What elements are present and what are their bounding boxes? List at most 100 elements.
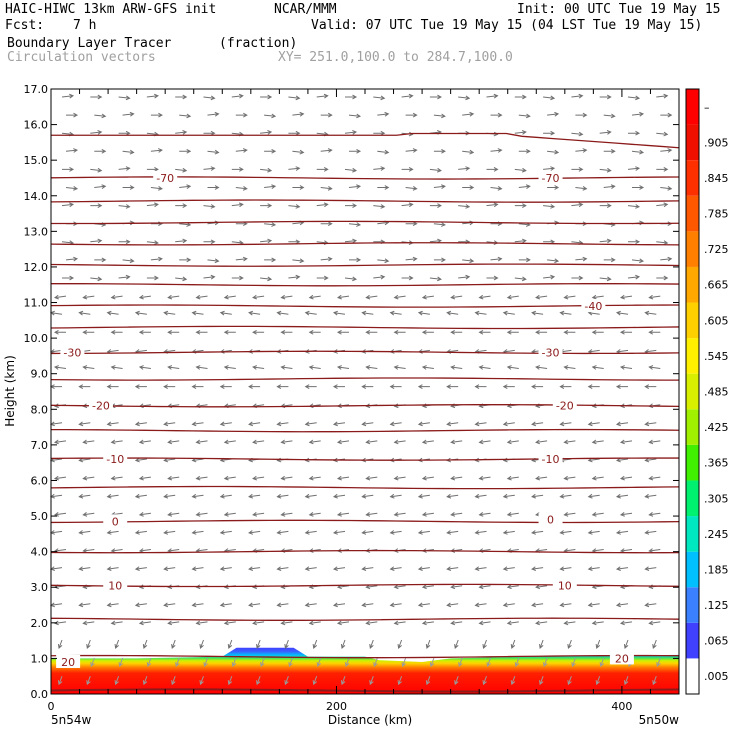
vector-arrow [276, 493, 289, 499]
vector-arrow [348, 222, 362, 227]
contour-line [50, 350, 680, 355]
vector-arrow [345, 94, 358, 100]
vector-arrow [256, 639, 261, 649]
vector-arrow [49, 310, 63, 316]
vector-arrow [179, 184, 192, 189]
colorbar-swatch [686, 266, 699, 303]
vector-arrow [361, 530, 374, 535]
vector-arrow [587, 421, 600, 427]
vector-arrow [474, 384, 487, 389]
vector-arrow [518, 113, 531, 119]
vector-arrow [429, 94, 442, 100]
vector-arrow [421, 512, 434, 517]
vector-arrow [106, 493, 119, 499]
vector-arrow [510, 676, 516, 686]
vector-arrow [559, 530, 572, 535]
vector-arrow [292, 185, 305, 190]
vector-arrow [252, 365, 265, 370]
vector-arrow [644, 310, 657, 316]
vector-arrow [458, 166, 471, 171]
vector-arrow [203, 166, 216, 171]
vector-arrow [559, 384, 572, 389]
vector-arrow [288, 239, 301, 245]
vector-arrow [49, 602, 63, 608]
vector-arrow [377, 111, 390, 117]
vector-arrow [531, 530, 544, 535]
vector-arrow [179, 113, 192, 119]
contour-label: -70 [542, 172, 560, 185]
vector-arrow [260, 203, 273, 208]
vector-arrow [90, 238, 103, 244]
vector-arrow [587, 566, 600, 571]
vector-arrow [106, 530, 119, 535]
vector-arrow [146, 275, 159, 281]
contour-line [50, 617, 680, 621]
y-tick-label: 11.0 [24, 297, 49, 310]
vector-arrow [195, 439, 208, 445]
vector-arrow [223, 620, 236, 626]
vector-arrow [260, 238, 273, 244]
vector-arrow [628, 239, 641, 245]
vector-arrow [62, 275, 75, 281]
vector-arrow [163, 384, 176, 389]
vector-arrow [361, 310, 374, 316]
vector-arrow [252, 294, 265, 300]
vector-arrow [219, 530, 232, 535]
vector-arrow [644, 493, 657, 499]
vector-arrow [486, 167, 499, 172]
vector-arrow [264, 184, 277, 189]
vector-arrow [316, 167, 329, 172]
y-tick-label: 5.0 [31, 510, 49, 523]
contour-line [50, 176, 680, 180]
vector-arrow [207, 111, 220, 117]
vector-arrow [78, 457, 91, 463]
vector-arrow [53, 294, 67, 300]
vector-arrow [547, 111, 560, 117]
vector-arrow [535, 620, 548, 626]
vector-arrow [231, 167, 244, 172]
vector-arrow [373, 130, 386, 136]
vector-arrow [332, 566, 346, 571]
vector-arrow [369, 676, 374, 686]
vector-arrow [138, 512, 151, 517]
vector-arrow [514, 238, 527, 244]
vector-arrow [531, 493, 544, 499]
vector-arrow [421, 294, 434, 300]
vector-arrow [82, 512, 95, 517]
vector-arrow [591, 475, 604, 481]
vector-arrow [207, 258, 220, 264]
org-label: NCAR/MMM [274, 2, 337, 17]
vector-arrow [474, 602, 487, 608]
vector-arrow [365, 329, 378, 335]
vector-arrow [563, 329, 576, 335]
y-tick-label: 15.0 [24, 154, 49, 167]
x-axis-label: Distance (km) [328, 713, 412, 727]
vector-arrow [276, 384, 289, 389]
vector-arrow [53, 329, 66, 335]
vector-arrow [248, 493, 261, 499]
vector-arrow [518, 148, 531, 154]
vector-arrow [264, 113, 277, 119]
colorbar-swatch [686, 587, 699, 623]
vector-arrow [450, 294, 463, 300]
contour-labels: -70 -70 -40 -30 -30 -20 -20 -10 -10 0 0 10 10 20 20 [56, 170, 634, 669]
vector-arrow [122, 185, 135, 190]
tracer-fill [51, 647, 679, 694]
vector-arrow [599, 238, 612, 244]
contour-label: -70 [156, 172, 174, 185]
vector-arrow [167, 512, 180, 517]
vector-arrow [563, 620, 576, 626]
vector-arrow [531, 566, 544, 571]
vector-arrow [122, 111, 135, 117]
x-end-label-left: 5n54w [51, 713, 92, 727]
vector-arrow [90, 94, 103, 100]
vector-arrow [454, 639, 459, 649]
vector-arrow [587, 349, 600, 354]
vector-arrow [53, 439, 67, 445]
vector-arrow [118, 166, 131, 171]
vector-arrow [615, 530, 629, 535]
vector-arrow [231, 275, 244, 281]
vector-arrow [563, 439, 576, 445]
vector-arrow [462, 111, 475, 117]
contour-line [50, 485, 680, 490]
